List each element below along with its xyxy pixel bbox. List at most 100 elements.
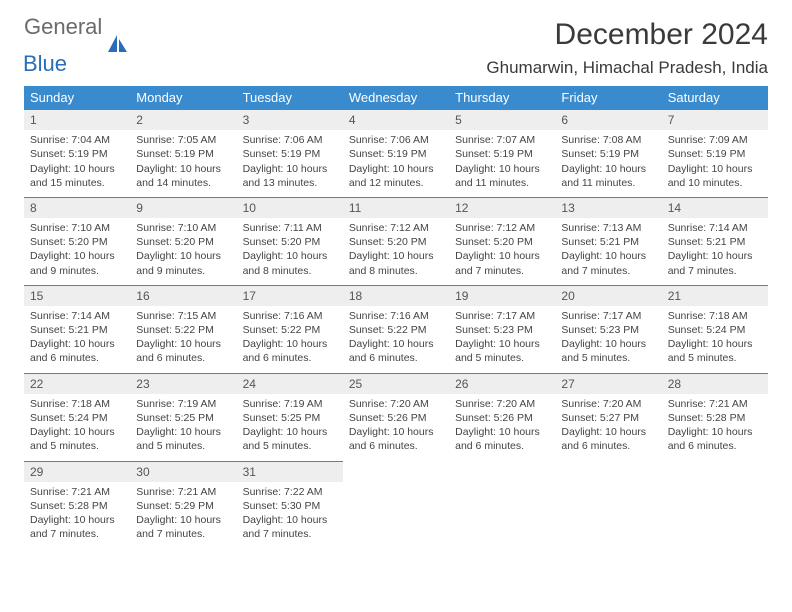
sunset-line: Sunset: 5:27 PM [561,411,655,425]
day-number: 13 [555,198,661,218]
daylight-line: Daylight: 10 hours and 7 minutes. [30,513,124,541]
calendar-cell: 8Sunrise: 7:10 AMSunset: 5:20 PMDaylight… [24,197,130,285]
sunrise-line: Sunrise: 7:06 AM [349,133,443,147]
sunset-line: Sunset: 5:21 PM [668,235,762,249]
day-number: 21 [662,286,768,306]
calendar-cell: 25Sunrise: 7:20 AMSunset: 5:26 PMDayligh… [343,373,449,461]
calendar-row: 1Sunrise: 7:04 AMSunset: 5:19 PMDaylight… [24,110,768,198]
day-number: 3 [237,110,343,130]
day-number: 27 [555,374,661,394]
calendar-cell: 6Sunrise: 7:08 AMSunset: 5:19 PMDaylight… [555,110,661,198]
calendar-cell: 29Sunrise: 7:21 AMSunset: 5:28 PMDayligh… [24,461,130,548]
calendar-cell: 28 Sunrise: 7:21 AMSunset: 5:28 PMDayligh… [662,373,768,461]
calendar-cell: 5Sunrise: 7:07 AMSunset: 5:19 PMDaylight… [449,110,555,198]
sunrise-line: Sunrise: 7:10 AM [30,221,124,235]
day-content: Sunrise: 7:19 AMSunset: 5:25 PMDaylight:… [130,394,236,461]
calendar-cell: 24Sunrise: 7:19 AMSunset: 5:25 PMDayligh… [237,373,343,461]
sunrise-line: Sunrise: 7:08 AM [561,133,655,147]
day-content: Sunrise: 7:21 AMSunset: 5:29 PMDaylight:… [130,482,236,549]
page-title: December 2024 [486,18,768,52]
day-number: 7 [662,110,768,130]
day-number: 28 [662,374,768,394]
day-content: Sunrise: 7:16 AMSunset: 5:22 PMDaylight:… [343,306,449,373]
calendar-table: Sunday Monday Tuesday Wednesday Thursday… [24,86,768,548]
calendar-cell: 10Sunrise: 7:11 AMSunset: 5:20 PMDayligh… [237,197,343,285]
sunset-line: Sunset: 5:19 PM [668,147,762,161]
calendar-cell: 15Sunrise: 7:14 AMSunset: 5:21 PMDayligh… [24,285,130,373]
day-number: 17 [237,286,343,306]
daylight-line: Daylight: 10 hours and 7 minutes. [455,249,549,277]
sunset-line: Sunset: 5:28 PM [30,499,124,513]
daylight-line: Daylight: 10 hours and 6 minutes. [30,337,124,365]
day-number: 5 [449,110,555,130]
sunrise-line: Sunrise: 7:14 AM [30,309,124,323]
day-content: Sunrise: 7:15 AMSunset: 5:22 PMDaylight:… [130,306,236,373]
weekday-header: Tuesday [237,86,343,110]
day-content: Sunrise: 7:08 AMSunset: 5:19 PMDaylight:… [555,130,661,197]
sunrise-line: Sunrise: 7:09 AM [668,133,762,147]
day-content: Sunrise: 7:17 AMSunset: 5:23 PMDaylight:… [449,306,555,373]
daylight-line: Daylight: 10 hours and 5 minutes. [455,337,549,365]
day-number: 19 [449,286,555,306]
calendar-row: 15Sunrise: 7:14 AMSunset: 5:21 PMDayligh… [24,285,768,373]
sunrise-line: Sunrise: 7:21 AM [668,397,762,411]
day-content: Sunrise: 7:12 AMSunset: 5:20 PMDaylight:… [449,218,555,285]
sunrise-line: Sunrise: 7:20 AM [455,397,549,411]
sunset-line: Sunset: 5:28 PM [668,411,762,425]
day-content: Sunrise: 7:06 AMSunset: 5:19 PMDaylight:… [343,130,449,197]
sunrise-line: Sunrise: 7:18 AM [668,309,762,323]
title-block: December 2024 Ghumarwin, Himachal Prades… [486,18,768,78]
daylight-line: Daylight: 10 hours and 8 minutes. [349,249,443,277]
sunrise-line: Sunrise: 7:20 AM [561,397,655,411]
sunrise-line: Sunrise: 7:06 AM [243,133,337,147]
weekday-header: Sunday [24,86,130,110]
sunset-line: Sunset: 5:19 PM [561,147,655,161]
day-content: Sunrise: 7:19 AMSunset: 5:25 PMDaylight:… [237,394,343,461]
day-number: 9 [130,198,236,218]
calendar-row: 29Sunrise: 7:21 AMSunset: 5:28 PMDayligh… [24,461,768,548]
sunrise-line: Sunrise: 7:22 AM [243,485,337,499]
daylight-line: Daylight: 10 hours and 5 minutes. [561,337,655,365]
logo: General Blue [24,18,129,73]
day-content: Sunrise: 7:06 AMSunset: 5:19 PMDaylight:… [237,130,343,197]
day-content: Sunrise: 7:17 AMSunset: 5:23 PMDaylight:… [555,306,661,373]
sunset-line: Sunset: 5:23 PM [455,323,549,337]
daylight-line: Daylight: 10 hours and 7 minutes. [668,249,762,277]
daylight-line: Daylight: 10 hours and 9 minutes. [30,249,124,277]
sunrise-line: Sunrise: 7:10 AM [136,221,230,235]
day-content: Sunrise: 7:14 AMSunset: 5:21 PMDaylight:… [24,306,130,373]
daylight-line: Daylight: 10 hours and 7 minutes. [561,249,655,277]
day-number: 8 [24,198,130,218]
calendar-cell: 17Sunrise: 7:16 AMSunset: 5:22 PMDayligh… [237,285,343,373]
day-number: 1 [24,110,130,130]
daylight-line: Daylight: 10 hours and 6 minutes. [561,425,655,453]
calendar-cell: 18Sunrise: 7:16 AMSunset: 5:22 PMDayligh… [343,285,449,373]
daylight-line: Daylight: 10 hours and 6 minutes. [668,425,762,453]
day-number: 25 [343,374,449,394]
calendar-cell: 26Sunrise: 7:20 AMSunset: 5:26 PMDayligh… [449,373,555,461]
calendar-cell: 7Sunrise: 7:09 AMSunset: 5:19 PMDaylight… [662,110,768,198]
daylight-line: Daylight: 10 hours and 6 minutes. [349,425,443,453]
daylight-line: Daylight: 10 hours and 5 minutes. [30,425,124,453]
day-number: 11 [343,198,449,218]
calendar-cell: 1Sunrise: 7:04 AMSunset: 5:19 PMDaylight… [24,110,130,198]
day-number: 18 [343,286,449,306]
calendar-cell: 16Sunrise: 7:15 AMSunset: 5:22 PMDayligh… [130,285,236,373]
sunset-line: Sunset: 5:21 PM [561,235,655,249]
daylight-line: Daylight: 10 hours and 7 minutes. [243,513,337,541]
sunset-line: Sunset: 5:20 PM [243,235,337,249]
calendar-cell: 21Sunrise: 7:18 AMSunset: 5:24 PMDayligh… [662,285,768,373]
sunset-line: Sunset: 5:19 PM [243,147,337,161]
sunrise-line: Sunrise: 7:16 AM [349,309,443,323]
calendar-cell: 9Sunrise: 7:10 AMSunset: 5:20 PMDaylight… [130,197,236,285]
header: General Blue December 2024 Ghumarwin, Hi… [24,18,768,78]
day-content: Sunrise: 7:20 AMSunset: 5:27 PMDaylight:… [555,394,661,461]
day-number: 24 [237,374,343,394]
sunset-line: Sunset: 5:22 PM [243,323,337,337]
sunrise-line: Sunrise: 7:17 AM [455,309,549,323]
sunrise-line: Sunrise: 7:19 AM [243,397,337,411]
day-content: Sunrise: 7:20 AMSunset: 5:26 PMDaylight:… [343,394,449,461]
day-content: Sunrise: 7:14 AMSunset: 5:21 PMDaylight:… [662,218,768,285]
calendar-cell: 14Sunrise: 7:14 AMSunset: 5:21 PMDayligh… [662,197,768,285]
calendar-cell: 12Sunrise: 7:12 AMSunset: 5:20 PMDayligh… [449,197,555,285]
